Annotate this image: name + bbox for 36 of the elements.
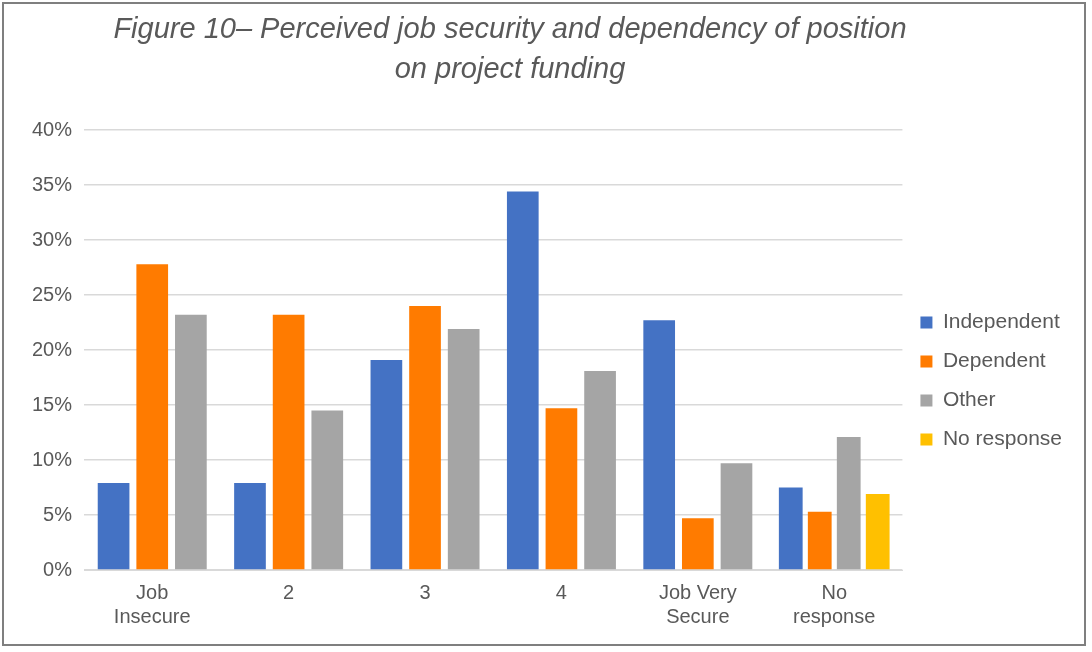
y-tick-label: 30% — [32, 227, 73, 250]
bar — [865, 494, 890, 570]
bar — [370, 359, 403, 570]
bar — [97, 483, 130, 570]
bar — [681, 518, 714, 570]
x-tick-label: 4 — [555, 580, 567, 603]
x-tick-label: No response — [793, 580, 876, 627]
bar — [234, 483, 266, 570]
bar — [272, 314, 305, 570]
legend-label: Other — [942, 387, 996, 411]
bar — [409, 306, 441, 570]
x-tick-label: 3 — [419, 580, 431, 603]
bar — [136, 264, 169, 570]
legend-label: Independent — [942, 309, 1060, 333]
chart-title: Figure 10– Perceived job security and dependency of position on project funding — [112, 11, 908, 86]
bar — [447, 329, 480, 570]
x-tick-label: 2 — [283, 580, 295, 603]
bar — [175, 314, 207, 570]
y-tick-label: 20% — [32, 337, 73, 360]
bar — [311, 410, 344, 570]
bar — [506, 191, 539, 570]
y-tick-label: 40% — [32, 117, 73, 140]
y-tick-label: 15% — [32, 392, 73, 415]
y-tick-label: 25% — [32, 282, 73, 305]
y-tick-label: 35% — [32, 172, 73, 195]
bar — [584, 370, 616, 570]
legend-label: Dependent — [942, 348, 1046, 372]
bar — [643, 320, 676, 570]
y-tick-label: 5% — [43, 502, 73, 525]
y-tick-label: 0% — [43, 557, 73, 580]
bar — [545, 408, 578, 570]
y-tick-label: 10% — [32, 447, 73, 470]
legend-label: No response — [942, 426, 1063, 450]
x-tick-label: Job Insecure — [113, 580, 191, 627]
x-tick-label: Job Very Secure — [658, 580, 737, 627]
bar — [720, 463, 753, 570]
